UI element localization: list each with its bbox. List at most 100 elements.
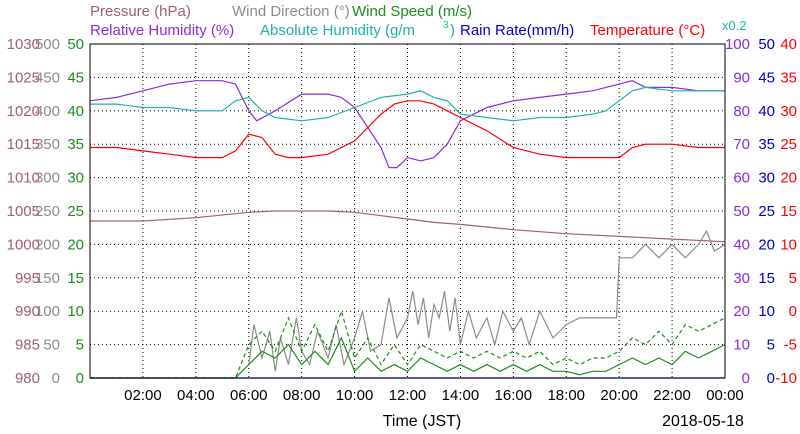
series-line-3 [90,309,726,379]
plot-area [89,80,726,379]
wind-speed-tick: 10 [67,303,84,320]
rh-tick: 70 [733,136,750,153]
x-tick: 14:00 [442,387,480,404]
x-tick: 12:00 [389,387,427,404]
pressure-tick: 990 [15,303,40,320]
wind-speed-tick: 5 [76,337,84,354]
pressure-tick: 1005 [7,203,40,220]
rain-tick: 15 [758,270,775,287]
date-label: 2018-05-18 [662,413,744,430]
wind-direction-tick: 200 [35,236,60,253]
rh-tick: 30 [733,270,750,287]
x-tick: 06:00 [230,387,268,404]
series-line-7 [90,100,725,159]
x-tick: 16:00 [495,387,533,404]
legend-item-absolute-humidity: Absolute Humidity (g/m [260,22,415,39]
wind-direction-tick: 350 [35,136,60,153]
legend-superscript: 3 [443,20,449,31]
wind-direction-tick: 250 [35,203,60,220]
plot-frame [89,43,726,379]
temperature-tick: 25 [780,136,797,153]
legend-item: Wind Direction (°) [232,3,350,20]
wind-direction-tick: 450 [35,69,60,86]
wind-direction-tick: 150 [35,270,60,287]
legend-item-relative-humidity: Relative Humidity (%) [90,22,234,39]
rain-tick: 40 [758,103,775,120]
rh-tick: 20 [733,303,750,320]
pressure-tick: 995 [15,270,40,287]
pressure-tick: 1015 [7,136,40,153]
wind-speed-tick: 50 [67,36,84,53]
wind-direction-tick: 50 [43,337,60,354]
wind-speed-tick: 20 [67,236,84,253]
legend-scale-note: x0.2 [722,18,747,33]
legend: Pressure (hPa) Wind Direction (°) Wind Spe… [90,3,747,39]
wind-speed-tick: 25 [67,203,84,220]
axes: 9809859909951000100510101015102010251030… [7,36,797,430]
series-line-0 [90,210,726,243]
rh-tick: 40 [733,236,750,253]
series-line-1 [248,229,726,372]
wind-direction-tick: 500 [35,36,60,53]
wind-speed-tick: 30 [67,170,84,187]
rain-tick: 10 [758,303,775,320]
legend-item: Pressure (hPa) [90,3,191,20]
rh-tick: 80 [733,103,750,120]
rain-tick: 35 [758,136,775,153]
x-axis-label: Time (JST) [383,413,462,430]
x-tick: 10:00 [336,387,374,404]
rh-tick: 100 [725,36,750,53]
temperature-tick: 35 [780,69,797,86]
wind-direction-tick: 100 [35,303,60,320]
wind-direction-tick: 400 [35,103,60,120]
legend-item-rain-rate: Rain Rate(mm/h) [460,22,574,39]
wind-speed-tick: 15 [67,270,84,287]
series-line-5 [90,86,725,122]
x-tick: 02:00 [124,387,162,404]
pressure-tick: 1000 [7,236,40,253]
temperature-tick: -5 [784,337,797,354]
series-line-2 [90,336,726,379]
rh-tick: 0 [742,370,750,387]
rh-tick: 50 [733,203,750,220]
wind-speed-tick: 40 [67,103,84,120]
rain-tick: 50 [758,36,775,53]
rain-tick: 25 [758,203,775,220]
rain-tick: 0 [767,370,775,387]
rain-tick: 20 [758,236,775,253]
rh-tick: 60 [733,170,750,187]
pressure-tick: 1025 [7,69,40,86]
pressure-tick: 1030 [7,36,40,53]
pressure-tick: 1020 [7,103,40,120]
temperature-tick: -10 [775,370,797,387]
pressure-tick: 980 [15,370,40,387]
temperature-tick: 5 [789,270,797,287]
series-line-4 [89,80,725,169]
wind-direction-tick: 300 [35,170,60,187]
pressure-tick: 1010 [7,170,40,187]
rh-tick: 10 [733,337,750,354]
wind-direction-tick: 0 [52,370,60,387]
pressure-tick: 985 [15,337,40,354]
temperature-tick: 15 [780,203,797,220]
legend-item-temperature: Temperature (°C) [590,22,705,39]
wind-speed-tick: 45 [67,69,84,86]
temperature-tick: 0 [789,303,797,320]
rain-tick: 45 [758,69,775,86]
x-tick: 00:00 [706,387,744,404]
temperature-tick: 20 [780,170,797,187]
temperature-tick: 30 [780,103,797,120]
x-tick: 20:00 [600,387,638,404]
rh-tick: 90 [733,69,750,86]
rain-tick: 30 [758,170,775,187]
x-tick: 04:00 [177,387,215,404]
legend-close-paren: ) [450,22,455,39]
temperature-tick: 10 [780,236,797,253]
rain-tick: 5 [767,337,775,354]
x-tick: 08:00 [283,387,321,404]
wind-speed-tick: 35 [67,136,84,153]
temperature-tick: 40 [780,36,797,53]
x-tick: 22:00 [653,387,691,404]
legend-item: Wind Speed (m/s) [352,3,472,20]
